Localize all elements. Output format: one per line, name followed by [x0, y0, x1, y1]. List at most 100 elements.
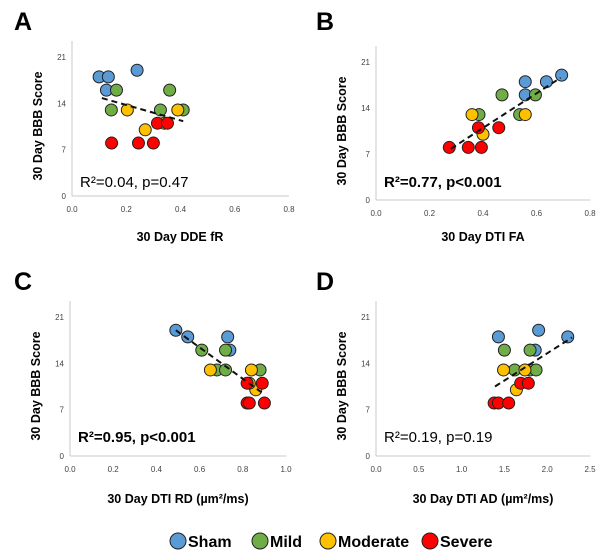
legend-marker-sham	[169, 532, 187, 550]
legend-marker-severe	[421, 532, 439, 550]
y-tick-label: 7	[62, 146, 67, 155]
data-point-moderate	[244, 363, 258, 377]
regression-stat: R²=0.77, p<0.001	[384, 174, 502, 191]
x-tick-label: 0.4	[151, 465, 163, 474]
x-tick-label: 0.2	[108, 465, 120, 474]
data-point-moderate	[518, 108, 532, 122]
data-point-sham	[101, 70, 115, 84]
data-point-mild	[219, 343, 233, 357]
data-point-severe	[521, 376, 535, 390]
x-tick-label: 0.5	[413, 465, 425, 474]
y-tick-label: 14	[55, 359, 64, 368]
data-point-mild	[163, 83, 177, 97]
x-axis-label: 30 Day DTI RD (µm²/ms)	[107, 492, 248, 506]
x-tick-label: 0.6	[229, 205, 241, 214]
y-tick-label: 14	[361, 104, 370, 113]
x-tick-label: 0.0	[64, 465, 76, 474]
data-point-sham	[491, 330, 505, 344]
x-tick-label: 0.8	[584, 209, 596, 218]
legend-label-sham: Sham	[188, 534, 232, 551]
y-tick-label: 7	[366, 150, 371, 159]
data-point-sham	[221, 330, 235, 344]
x-tick-label: 1.0	[280, 465, 292, 474]
data-point-severe	[257, 396, 271, 410]
x-tick-label: 0.0	[370, 209, 382, 218]
panel-c: C 0 7 14 21 0.0 0.2 0.4 0.6 0.8 1.0 30 Day BBB Scor…	[14, 268, 292, 506]
regression-stat: R²=0.95, p<0.001	[78, 429, 196, 446]
y-axis-label: 30 Day BBB Score	[335, 76, 349, 185]
x-tick-label: 0.2	[424, 209, 436, 218]
y-tick-label: 7	[60, 406, 65, 415]
x-axis-label: 30 Day DTI FA	[441, 230, 524, 244]
data-point-severe	[131, 136, 145, 150]
panel-letter: B	[316, 8, 334, 36]
x-tick-label: 0.8	[283, 205, 295, 214]
panel-a: A 0 7 14 21 0.0 0.2 0.4 0.6 0.8 30 Day BBB Score 30…	[14, 8, 295, 244]
data-point-mild	[495, 88, 509, 102]
y-tick-label: 21	[361, 313, 370, 322]
y-tick-label: 14	[57, 99, 66, 108]
data-point-moderate	[171, 103, 185, 117]
x-tick-label: 0.0	[66, 205, 78, 214]
legend-label-severe: Severe	[440, 534, 493, 551]
data-point-moderate	[138, 123, 152, 137]
data-point-severe	[474, 140, 488, 154]
panel-d: D 0 7 14 21 0.0 0.5 1.0 1.5 2.0 2.5 30 Day BBB Scor…	[316, 268, 596, 506]
trend-line	[101, 97, 184, 123]
data-point-mild	[523, 343, 537, 357]
data-point-severe	[492, 121, 506, 135]
data-point-severe	[502, 396, 516, 410]
data-point-severe	[461, 140, 475, 154]
y-axis-label: 30 Day BBB Score	[29, 331, 43, 440]
y-tick-label: 21	[361, 58, 370, 67]
panel-letter: C	[14, 268, 32, 296]
trend-line	[450, 76, 562, 150]
x-tick-label: 0.6	[194, 465, 206, 474]
data-point-sham	[518, 75, 532, 89]
data-point-sham	[181, 330, 195, 344]
panel-letter: D	[316, 268, 334, 296]
legend-label-mild: Mild	[270, 534, 302, 551]
data-point-severe	[442, 140, 456, 154]
y-tick-label: 0	[60, 452, 65, 461]
legend-label-moderate: Moderate	[338, 534, 409, 551]
legend-marker-moderate	[319, 532, 337, 550]
data-point-moderate	[497, 363, 511, 377]
data-point-mild	[109, 83, 123, 97]
data-point-moderate	[465, 108, 479, 122]
data-point-mild	[219, 363, 233, 377]
data-point-mild	[529, 363, 543, 377]
data-point-severe	[471, 121, 485, 135]
y-tick-label: 0	[366, 452, 371, 461]
data-point-severe	[160, 116, 174, 130]
data-point-moderate	[203, 363, 217, 377]
data-point-severe	[146, 136, 160, 150]
x-tick-label: 1.0	[456, 465, 468, 474]
data-point-severe	[105, 136, 119, 150]
data-point-severe	[255, 376, 269, 390]
y-tick-label: 0	[62, 192, 67, 201]
x-tick-label: 0.0	[370, 465, 382, 474]
legend-marker-mild	[251, 532, 269, 550]
x-tick-label: 0.4	[175, 205, 187, 214]
y-tick-label: 0	[366, 196, 371, 205]
y-tick-label: 7	[366, 406, 371, 415]
x-tick-label: 0.6	[531, 209, 543, 218]
panel-b: B 0 7 14 21 0.0 0.2 0.4 0.6 0.8 30 Day BBB Score 30…	[316, 8, 596, 244]
data-point-mild	[153, 103, 167, 117]
x-tick-label: 2.5	[584, 465, 596, 474]
data-point-mild	[497, 343, 511, 357]
data-point-moderate	[120, 103, 134, 117]
y-tick-label: 21	[57, 53, 66, 62]
y-axis-label: 30 Day BBB Score	[335, 331, 349, 440]
y-tick-label: 21	[55, 313, 64, 322]
data-point-sham	[130, 63, 144, 77]
x-tick-label: 2.0	[542, 465, 554, 474]
regression-stat: R²=0.19, p=0.19	[384, 429, 492, 446]
data-point-severe	[242, 396, 256, 410]
trend-line	[494, 336, 573, 388]
x-tick-label: 0.8	[237, 465, 249, 474]
regression-stat: R²=0.04, p=0.47	[80, 174, 188, 191]
x-tick-label: 0.4	[477, 209, 489, 218]
